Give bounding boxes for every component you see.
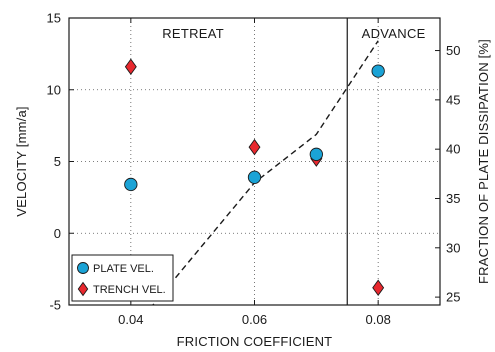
legend: PLATE VEL. TRENCH VEL.: [71, 254, 174, 302]
region-label-advance: ADVANCE: [362, 26, 426, 41]
region-label-retreat: RETREAT: [162, 26, 224, 41]
x-axis-label: FRICTION COEFFICIENT: [177, 334, 333, 349]
legend-label-plate-vel: PLATE VEL.: [93, 263, 154, 275]
x-tick-label: 0.04: [118, 312, 143, 327]
trench-vel-point: [124, 58, 137, 76]
y2-tick-label: 30: [446, 240, 460, 255]
y-tick-label: 10: [47, 82, 61, 97]
plate-vel-point: [247, 170, 262, 184]
y-tick-label: -5: [49, 298, 61, 313]
legend-marker-plate-vel: [77, 262, 89, 274]
y2-tick-label: 35: [446, 191, 460, 206]
x-tick-label: 0.06: [242, 312, 267, 327]
dissipation-dashed-line: [151, 40, 379, 305]
y-tick-label: 5: [54, 154, 61, 169]
data-marks: [124, 58, 385, 297]
dissipation-line-layer: [151, 40, 379, 305]
trench-vel-point: [248, 138, 261, 156]
y-axis-label: VELOCITY [mm/a]: [14, 106, 29, 216]
legend-label-trench-vel: TRENCH VEL.: [93, 284, 166, 296]
legend-marker-trench-vel: [77, 281, 89, 297]
y2-tick-label: 45: [446, 92, 460, 107]
plate-vel-point: [309, 147, 323, 161]
y-tick-label: 15: [47, 11, 61, 26]
legend-box: [71, 254, 174, 302]
y-tick-label: 0: [54, 226, 61, 241]
axis-ticks: 0.04 0.06 0.08 -5 0 5 10 15 25 30 35 40 45 50: [47, 11, 461, 328]
trench-vel-point: [372, 279, 385, 297]
y2-tick-label: 25: [446, 290, 460, 305]
y2-tick-label: 50: [446, 43, 460, 58]
y2-axis-label: FRACTION OF PLATE DISSIPATION [%]: [476, 39, 491, 284]
x-tick-label: 0.08: [366, 312, 391, 327]
plate-vel-point: [371, 64, 385, 78]
y2-tick-label: 40: [446, 142, 460, 157]
plate-vel-point: [124, 177, 138, 192]
